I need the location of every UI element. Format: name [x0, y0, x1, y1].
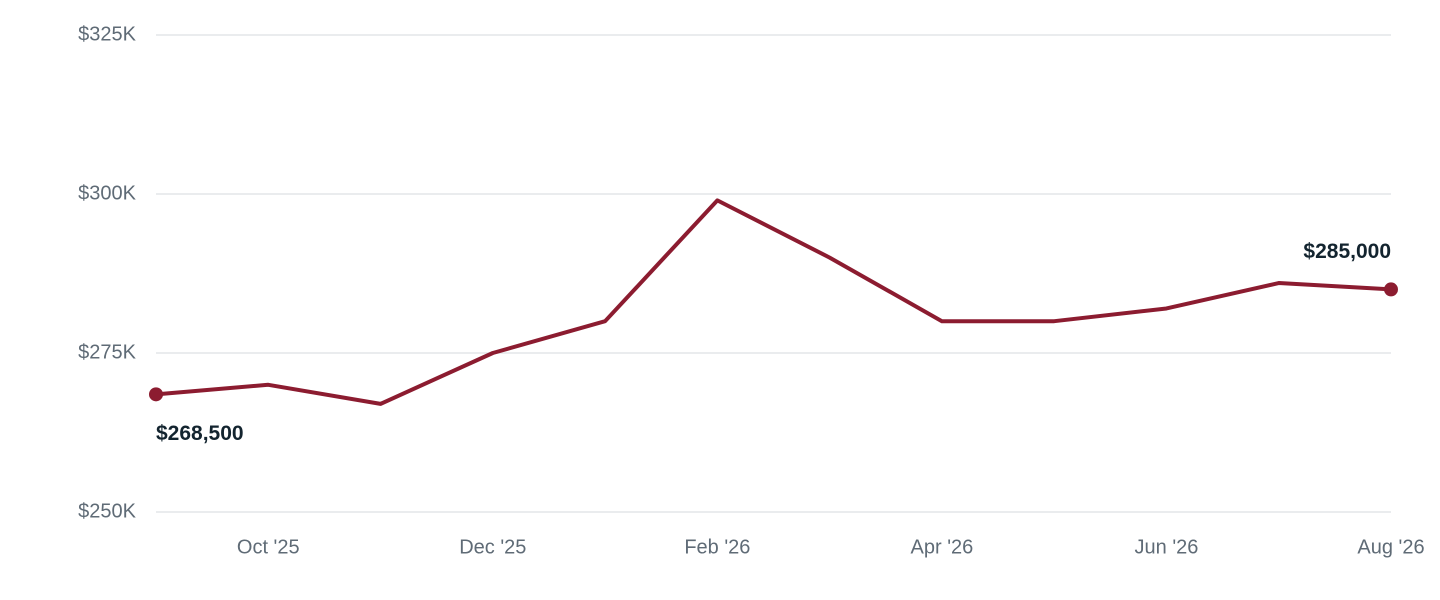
- x-tick-label: Apr '26: [911, 536, 974, 558]
- x-tick-label: Dec '25: [459, 536, 526, 558]
- line: [155, 198, 1392, 406]
- y-tick-label: $325K: [78, 23, 136, 45]
- point: [1384, 282, 1398, 297]
- y-tick-label: $275K: [78, 341, 136, 363]
- point: [149, 387, 163, 402]
- x-tick-label: Oct '25: [237, 536, 300, 558]
- value-label: $268,500: [156, 422, 244, 445]
- y-tick-label: $250K: [78, 500, 136, 522]
- x-tick-label: Feb '26: [684, 536, 750, 558]
- y-tick-label: $300K: [78, 182, 136, 204]
- x-tick-label: Jun '26: [1135, 536, 1199, 558]
- x-tick-label: Aug '26: [1357, 536, 1424, 558]
- value-label: $285,000: [1303, 240, 1391, 263]
